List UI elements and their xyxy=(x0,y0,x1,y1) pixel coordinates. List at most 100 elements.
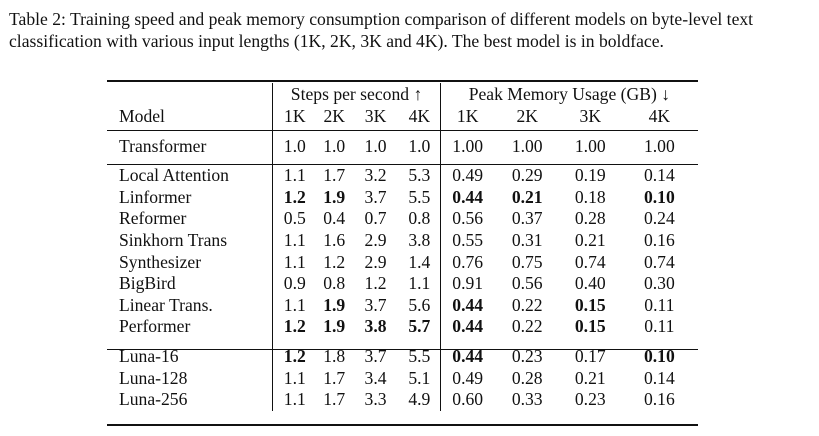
model-name: Reformer xyxy=(119,208,187,229)
speed-cell: 3.3 xyxy=(364,389,387,410)
memory-cell: 0.44 xyxy=(439,186,495,209)
memory-cell: 0.49 xyxy=(439,367,495,389)
speed-cell: 1.9 xyxy=(323,316,346,337)
memory-cell: 0.15 xyxy=(574,316,606,337)
speed-cell: 1.1 xyxy=(272,251,317,273)
memory-cell: 0.11 xyxy=(644,294,675,315)
speed-cell: 1.2 xyxy=(364,273,387,294)
speed-group-header: Steps per second ↑ xyxy=(272,83,441,105)
speed-cell: 3.8 xyxy=(364,316,387,337)
model-name: Luna-256 xyxy=(119,389,188,410)
model-name: Transformer xyxy=(119,135,207,156)
speed-cell: 1.7 xyxy=(323,389,346,410)
memory-cell: 0.15 xyxy=(574,294,606,315)
memory-cell: 0.75 xyxy=(511,251,543,272)
table-row: Local Attention 1.1 1.7 3.2 5.3 0.49 0.2… xyxy=(107,165,698,187)
memory-cell: 0.14 xyxy=(643,165,675,186)
memory-cell: 0.16 xyxy=(643,230,675,251)
speed-cell: 0.8 xyxy=(408,208,431,229)
speed-cell: 0.4 xyxy=(323,208,346,229)
table-row: Luna-256 1.1 1.7 3.3 4.9 0.60 0.33 0.23 … xyxy=(107,388,698,411)
model-name: Luna-128 xyxy=(119,367,188,388)
speed-cell: 1.8 xyxy=(323,346,346,367)
speed-cell: 5.5 xyxy=(408,346,431,367)
speed-cell: 1.0 xyxy=(272,135,317,157)
speed-cell: 5.6 xyxy=(408,294,431,315)
speed-cell: 1.0 xyxy=(323,135,346,156)
model-name: Synthesizer xyxy=(119,251,202,272)
memory-cell: 0.33 xyxy=(511,389,543,410)
speed-cell: 1.2 xyxy=(272,186,317,209)
bottom-rule xyxy=(107,424,698,426)
speed-cell: 1.9 xyxy=(323,294,346,315)
speed-cell: 5.1 xyxy=(408,367,431,388)
memory-cell: 0.74 xyxy=(643,251,675,272)
table-row: Synthesizer 1.1 1.2 2.9 1.4 0.76 0.75 0.… xyxy=(107,251,698,273)
memory-cell: 1.00 xyxy=(643,135,675,156)
table-row: Linear Trans. 1.1 1.9 3.7 5.6 0.44 0.22 … xyxy=(107,294,698,317)
memory-cell: 0.60 xyxy=(439,388,495,411)
memory-cell: 0.23 xyxy=(574,389,606,410)
memory-cell: 0.49 xyxy=(439,165,495,187)
model-name: Local Attention xyxy=(119,165,229,186)
memory-cell: 0.76 xyxy=(439,251,495,273)
memory-cell: 0.40 xyxy=(574,273,606,294)
header-model-spacer xyxy=(107,83,273,105)
memory-cell: 0.44 xyxy=(439,316,495,338)
memory-cell: 0.44 xyxy=(439,345,495,368)
memory-cell: 0.17 xyxy=(574,346,606,367)
speed-cell: 1.0 xyxy=(364,135,387,156)
memory-cell: 0.30 xyxy=(643,273,675,294)
memory-length-header: 3K xyxy=(579,105,602,126)
table-caption: Table 2: Training speed and peak memory … xyxy=(9,9,754,51)
speed-cell: 0.8 xyxy=(323,273,346,294)
memory-cell: 0.55 xyxy=(439,229,495,252)
speed-cell: 3.7 xyxy=(364,346,387,367)
speed-cell: 1.4 xyxy=(408,251,431,272)
speed-cell: 3.2 xyxy=(364,165,387,186)
memory-cell: 1.00 xyxy=(511,135,543,156)
speed-cell: 3.7 xyxy=(364,294,387,315)
speed-cell: 3.4 xyxy=(364,367,387,388)
memory-length-header: 1K xyxy=(439,105,495,127)
speed-cell: 4.9 xyxy=(408,389,431,410)
memory-group-header: Peak Memory Usage (GB) ↓ xyxy=(439,83,698,105)
speed-cell: 1.6 xyxy=(323,230,346,251)
memory-cell: 0.44 xyxy=(439,294,495,317)
speed-cell: 1.2 xyxy=(272,345,317,368)
memory-cell: 0.19 xyxy=(574,165,606,186)
table-row: Linformer 1.2 1.9 3.7 5.5 0.44 0.21 0.18… xyxy=(107,186,698,209)
luna-rule xyxy=(107,349,698,350)
speed-length-header: 2K xyxy=(323,105,345,126)
model-column-header: Model xyxy=(119,105,165,126)
speed-cell: 5.5 xyxy=(408,186,431,207)
model-name: Performer xyxy=(119,316,191,337)
speed-cell: 5.7 xyxy=(408,316,431,337)
memory-cell: 0.16 xyxy=(643,389,675,410)
table-row: Reformer 0.5 0.4 0.7 0.8 0.56 0.37 0.28 … xyxy=(107,208,698,230)
speed-cell: 1.1 xyxy=(272,229,317,252)
speed-cell: 1.1 xyxy=(408,273,431,294)
header-length-row: Model 1K 2K 3K 4K 1K 2K 3K 4K xyxy=(107,105,698,127)
memory-cell: 0.21 xyxy=(511,186,543,207)
speed-cell: 1.0 xyxy=(408,135,431,156)
memory-cell: 0.74 xyxy=(574,251,606,272)
memory-cell: 0.24 xyxy=(643,208,675,229)
speed-cell: 1.1 xyxy=(272,165,317,187)
speed-cell: 3.7 xyxy=(364,186,387,207)
speed-cell: 0.5 xyxy=(272,208,317,230)
memory-cell: 1.00 xyxy=(574,135,606,156)
speed-cell: 0.9 xyxy=(272,272,317,295)
memory-cell: 0.21 xyxy=(574,230,606,251)
model-name: Linformer xyxy=(119,186,192,207)
memory-cell: 0.22 xyxy=(511,316,543,337)
memory-cell: 0.18 xyxy=(574,186,606,207)
speed-cell: 2.9 xyxy=(364,251,387,272)
speed-cell: 3.8 xyxy=(408,230,431,251)
memory-cell: 0.21 xyxy=(574,367,606,388)
table-row: Luna-128 1.1 1.7 3.4 5.1 0.49 0.28 0.21 … xyxy=(107,367,698,389)
memory-cell: 0.28 xyxy=(511,367,543,388)
memory-cell: 0.56 xyxy=(439,208,495,230)
memory-cell: 0.22 xyxy=(511,294,543,315)
speed-cell: 1.1 xyxy=(272,294,317,317)
